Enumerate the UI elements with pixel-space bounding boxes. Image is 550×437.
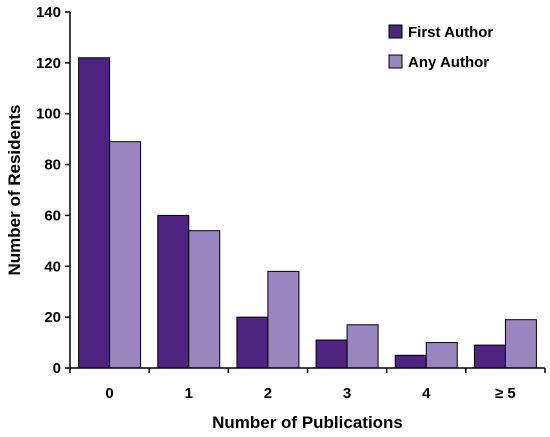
bar-any-author-1 <box>188 230 221 369</box>
bar-first-author-5 <box>473 344 506 369</box>
bar-first-author-2 <box>236 316 269 369</box>
legend-swatch-any-author <box>388 54 403 69</box>
x-tick-label: 1 <box>185 385 193 402</box>
bars <box>78 57 537 369</box>
legend-swatch-first-author <box>388 24 403 39</box>
x-tick-label: 0 <box>105 385 113 402</box>
x-axis-title: Number of Publications <box>212 413 403 432</box>
bar-any-author-2 <box>267 270 300 369</box>
y-tick-label: 120 <box>36 55 61 72</box>
y-axis-ticks: 0 20 40 60 80 100 120 140 <box>36 4 70 377</box>
y-tick-label: 0 <box>53 360 61 377</box>
bar-first-author-4 <box>394 354 427 369</box>
y-axis-title: Number of Residents <box>5 105 24 276</box>
bar-any-author-3 <box>346 324 379 369</box>
y-tick-label: 40 <box>44 258 61 275</box>
legend-label-first-author: First Author <box>408 24 493 41</box>
x-axis-ticks: 0 1 2 3 4 ≥ 5 <box>69 368 546 402</box>
legend: First Author Any Author <box>388 24 493 71</box>
x-tick-label: 2 <box>264 385 272 402</box>
bar-any-author-0 <box>109 141 142 369</box>
y-tick-label: 140 <box>36 4 61 21</box>
x-tick-label: 3 <box>343 385 351 402</box>
legend-label-any-author: Any Author <box>408 54 489 71</box>
x-tick-label: 4 <box>422 385 431 402</box>
bar-first-author-0 <box>78 57 111 369</box>
y-tick-label: 80 <box>44 157 61 174</box>
bar-first-author-1 <box>157 214 190 369</box>
y-tick-label: 60 <box>44 207 61 224</box>
bar-any-author-4 <box>425 342 458 369</box>
y-tick-label: 20 <box>44 309 61 326</box>
x-tick-label: ≥ 5 <box>495 385 516 402</box>
bar-first-author-3 <box>315 339 348 369</box>
bar-any-author-5 <box>504 319 537 369</box>
y-tick-label: 100 <box>36 106 61 123</box>
